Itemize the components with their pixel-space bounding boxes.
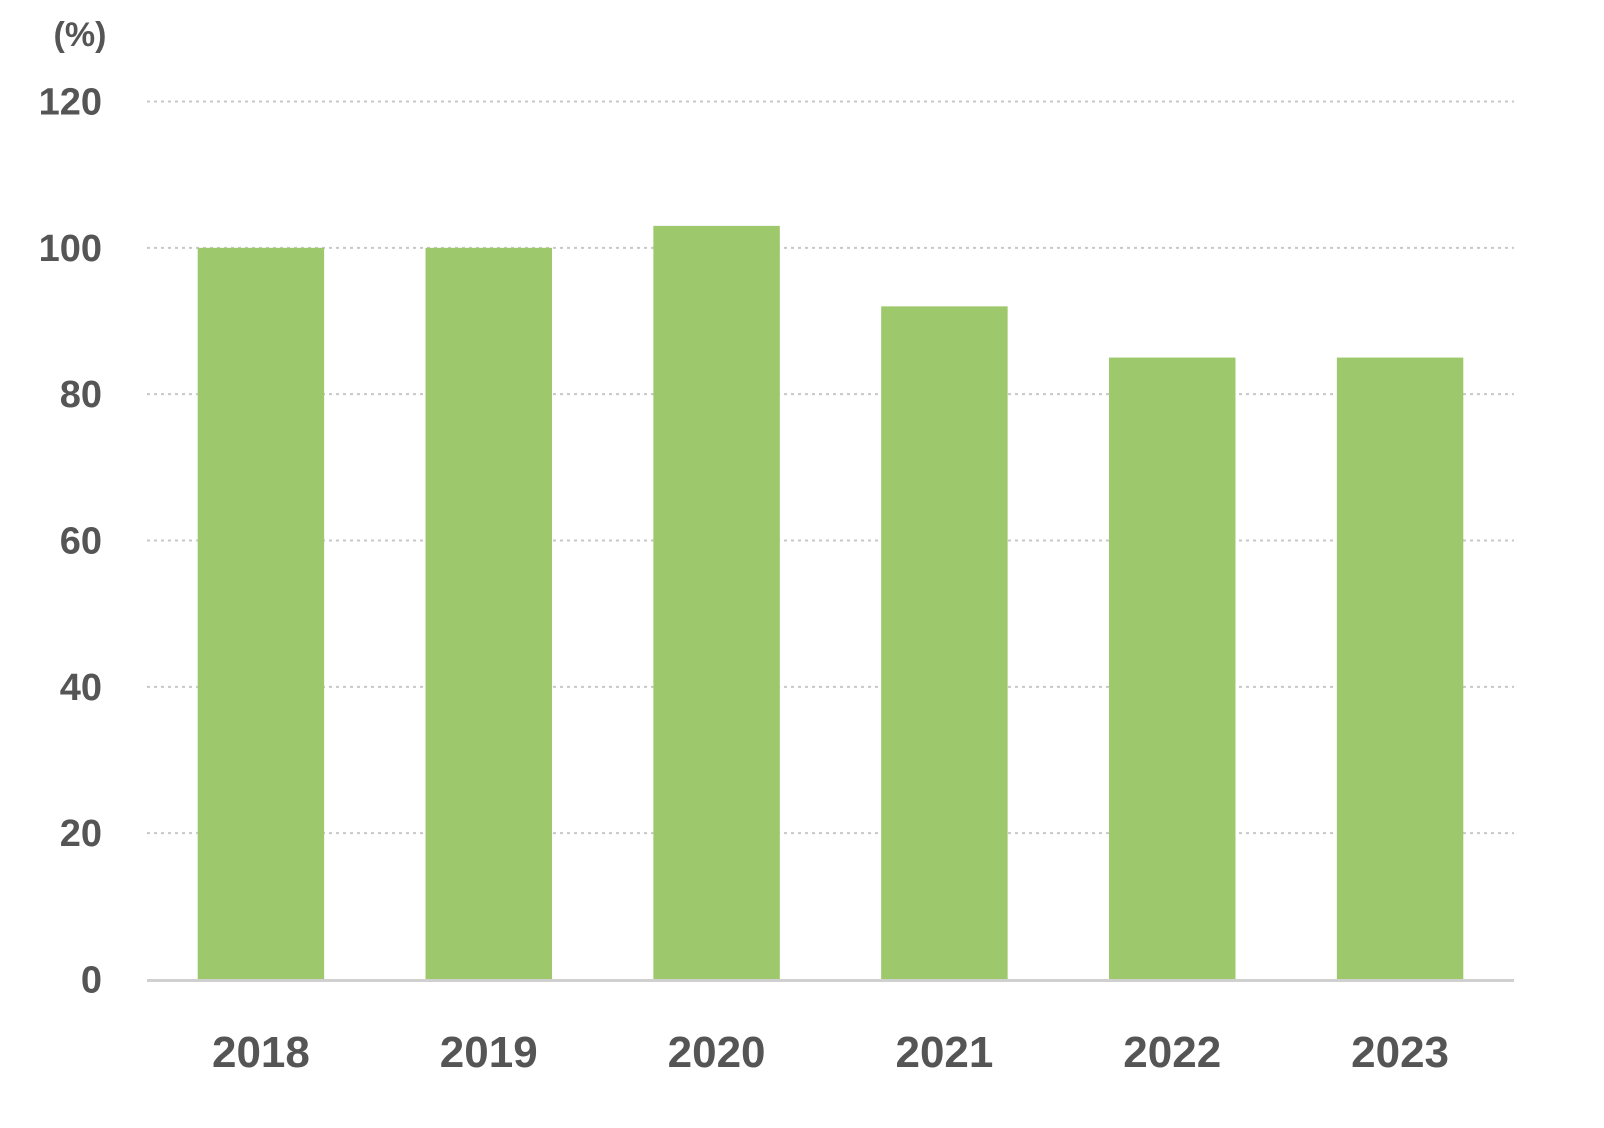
bar-2019 <box>425 247 552 980</box>
y-tick-label-60: 60 <box>60 521 102 563</box>
y-tick-label-20: 20 <box>60 813 102 855</box>
y-tick-label-100: 100 <box>39 228 102 270</box>
x-tick-label-2018: 2018 <box>212 1028 310 1077</box>
bar-2018 <box>197 247 325 980</box>
x-tick-label-2022: 2022 <box>1123 1028 1221 1077</box>
y-axis-tick-labels: 0 20 40 60 80 100 120 <box>39 82 102 1002</box>
bar-2020 <box>653 225 780 980</box>
gridlines <box>147 100 1514 835</box>
x-tick-label-2023: 2023 <box>1351 1028 1449 1077</box>
bars <box>197 225 1464 980</box>
x-tick-label-2021: 2021 <box>895 1028 993 1077</box>
x-tick-label-2020: 2020 <box>668 1028 766 1077</box>
y-tick-label-40: 40 <box>60 667 102 709</box>
y-axis-unit-label: (%) <box>54 16 107 54</box>
x-tick-label-2019: 2019 <box>440 1028 538 1077</box>
y-tick-label-80: 80 <box>60 374 102 416</box>
x-axis-tick-labels: 2018 2019 2020 2021 2022 2023 <box>212 1028 1449 1077</box>
bar-2022 <box>1109 357 1236 980</box>
bar-2023 <box>1336 357 1464 980</box>
y-tick-label-0: 0 <box>81 960 102 1002</box>
y-tick-label-120: 120 <box>39 82 102 124</box>
bar-2021 <box>881 306 1008 980</box>
